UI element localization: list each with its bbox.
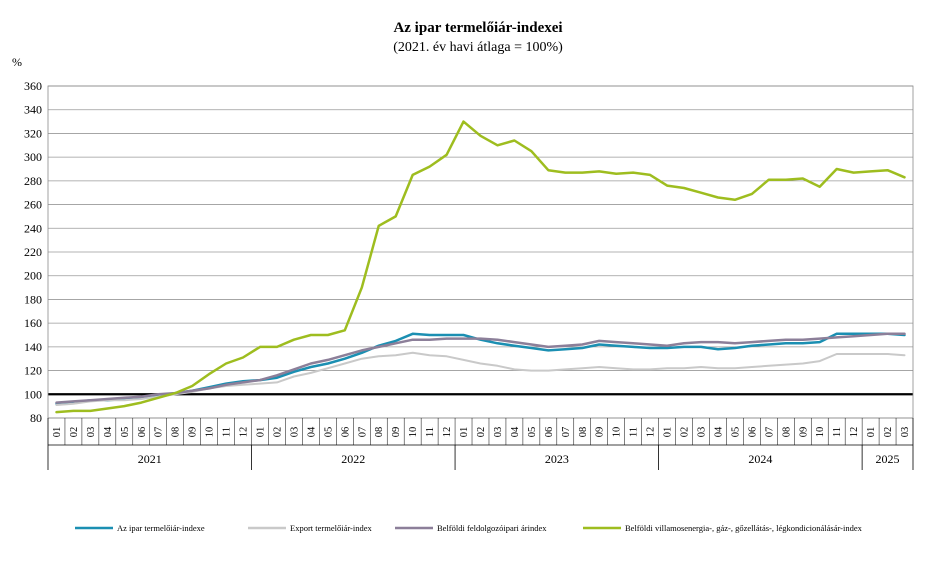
legend: Az ipar termelőiár-indexe Export termelői… (75, 523, 863, 533)
x-tick-label: 07 (154, 427, 165, 438)
legend-label: Belföldi villamosenergia-, gáz-, gőzellá… (625, 523, 863, 533)
x-tick-label: 06 (340, 427, 351, 438)
y-tick-label: 100 (24, 387, 42, 401)
plot-frame (47, 85, 914, 419)
y-tick-label: 260 (24, 198, 42, 212)
x-tick-label: 06 (544, 427, 555, 438)
x-tick-label: 11 (425, 427, 436, 437)
y-tick-label: 80 (30, 411, 42, 425)
x-tick-label: 08 (781, 427, 792, 438)
x-tick-label: 12 (646, 427, 657, 438)
legend-label: Belföldi feldolgozóipari árindex (437, 523, 547, 533)
chart-title: Az ipar termelőiár-indexei (393, 20, 562, 36)
x-axis: 01 02 03 04 05 06 07 08 09 10 11 12 01 02 03 04 05 06 07 08… (47, 418, 914, 470)
legend-label: Az ipar termelőiár-indexe (117, 523, 205, 533)
year-label: 2022 (341, 452, 365, 466)
y-tick-label: 300 (24, 150, 42, 164)
series-line (55, 351, 906, 406)
y-tick-label: 180 (24, 292, 42, 306)
chart-subtitle: (2021. év havi átlaga = 100%) (393, 40, 563, 55)
y-tick-label: 120 (24, 364, 42, 378)
x-tick-label: 02 (476, 427, 487, 438)
x-tick-label: 12 (849, 427, 860, 438)
series-line (55, 120, 906, 414)
x-tick-label: 10 (815, 427, 826, 438)
x-tick-label: 09 (595, 427, 606, 438)
x-tick-label: 03 (289, 427, 300, 438)
x-tick-label: 05 (323, 427, 334, 438)
x-tick-label: 01 (52, 427, 63, 438)
x-tick-label: 09 (188, 427, 199, 438)
x-tick-label: 11 (222, 427, 233, 437)
x-tick-label: 08 (578, 427, 589, 438)
x-tick-label: 01 (459, 427, 470, 438)
year-label: 2021 (138, 452, 162, 466)
x-tick-label: 04 (713, 426, 724, 437)
x-tick-label: 03 (696, 427, 707, 438)
x-tick-label: 07 (764, 427, 775, 438)
x-tick-label: 06 (747, 427, 758, 438)
x-tick-label: 06 (137, 427, 148, 438)
legend-label: Export termelőiár-index (290, 523, 372, 533)
x-tick-label: 09 (391, 427, 402, 438)
y-tick-label: 140 (24, 340, 42, 354)
x-tick-label: 09 (798, 427, 809, 438)
x-tick-label: 03 (900, 427, 911, 438)
x-tick-label: 02 (272, 427, 283, 438)
x-tick-label: 03 (86, 427, 97, 438)
x-tick-label: 04 (103, 426, 114, 437)
x-tick-label: 02 (69, 427, 80, 438)
x-tick-label: 02 (883, 427, 894, 438)
x-tick-label: 01 (866, 427, 877, 438)
gridlines (48, 85, 913, 419)
x-tick-label: 04 (306, 426, 317, 437)
x-tick-label: 07 (357, 427, 368, 438)
y-tick-label: 340 (24, 103, 42, 117)
y-axis-ticks: 80 100 120 140 160 180 200 220 240 260 280 300 320 34… (24, 79, 42, 425)
x-tick-label: 10 (408, 427, 419, 438)
x-tick-label: 01 (256, 427, 267, 438)
x-tick-label: 04 (510, 426, 521, 437)
x-tick-label: 07 (561, 427, 572, 438)
series-lines (55, 120, 906, 414)
x-tick-label: 10 (612, 427, 623, 438)
year-label: 2023 (545, 452, 569, 466)
x-tick-label: 05 (120, 427, 131, 438)
x-tick-label: 05 (730, 427, 741, 438)
y-tick-label: 360 (24, 79, 42, 93)
x-tick-label: 10 (205, 427, 216, 438)
y-tick-label: 240 (24, 221, 42, 235)
x-tick-label: 08 (374, 427, 385, 438)
x-tick-label: 05 (527, 427, 538, 438)
y-tick-label: 200 (24, 269, 42, 283)
x-tick-label: 12 (239, 427, 250, 438)
y-tick-label: 320 (24, 126, 42, 140)
y-tick-label: 280 (24, 174, 42, 188)
year-label: 2025 (876, 452, 900, 466)
x-tick-label: 12 (442, 427, 453, 438)
x-tick-label: 03 (493, 427, 504, 438)
x-tick-label: 01 (663, 427, 674, 438)
year-label: 2024 (748, 452, 772, 466)
x-tick-label: 02 (680, 427, 691, 438)
x-tick-label: 11 (832, 427, 843, 437)
x-tick-label: 11 (629, 427, 640, 437)
y-tick-label: 160 (24, 316, 42, 330)
series-line (55, 332, 906, 404)
y-tick-label: 220 (24, 245, 42, 259)
x-tick-label: 08 (171, 427, 182, 438)
plot-border (47, 85, 914, 419)
y-axis-unit: % (12, 55, 22, 69)
